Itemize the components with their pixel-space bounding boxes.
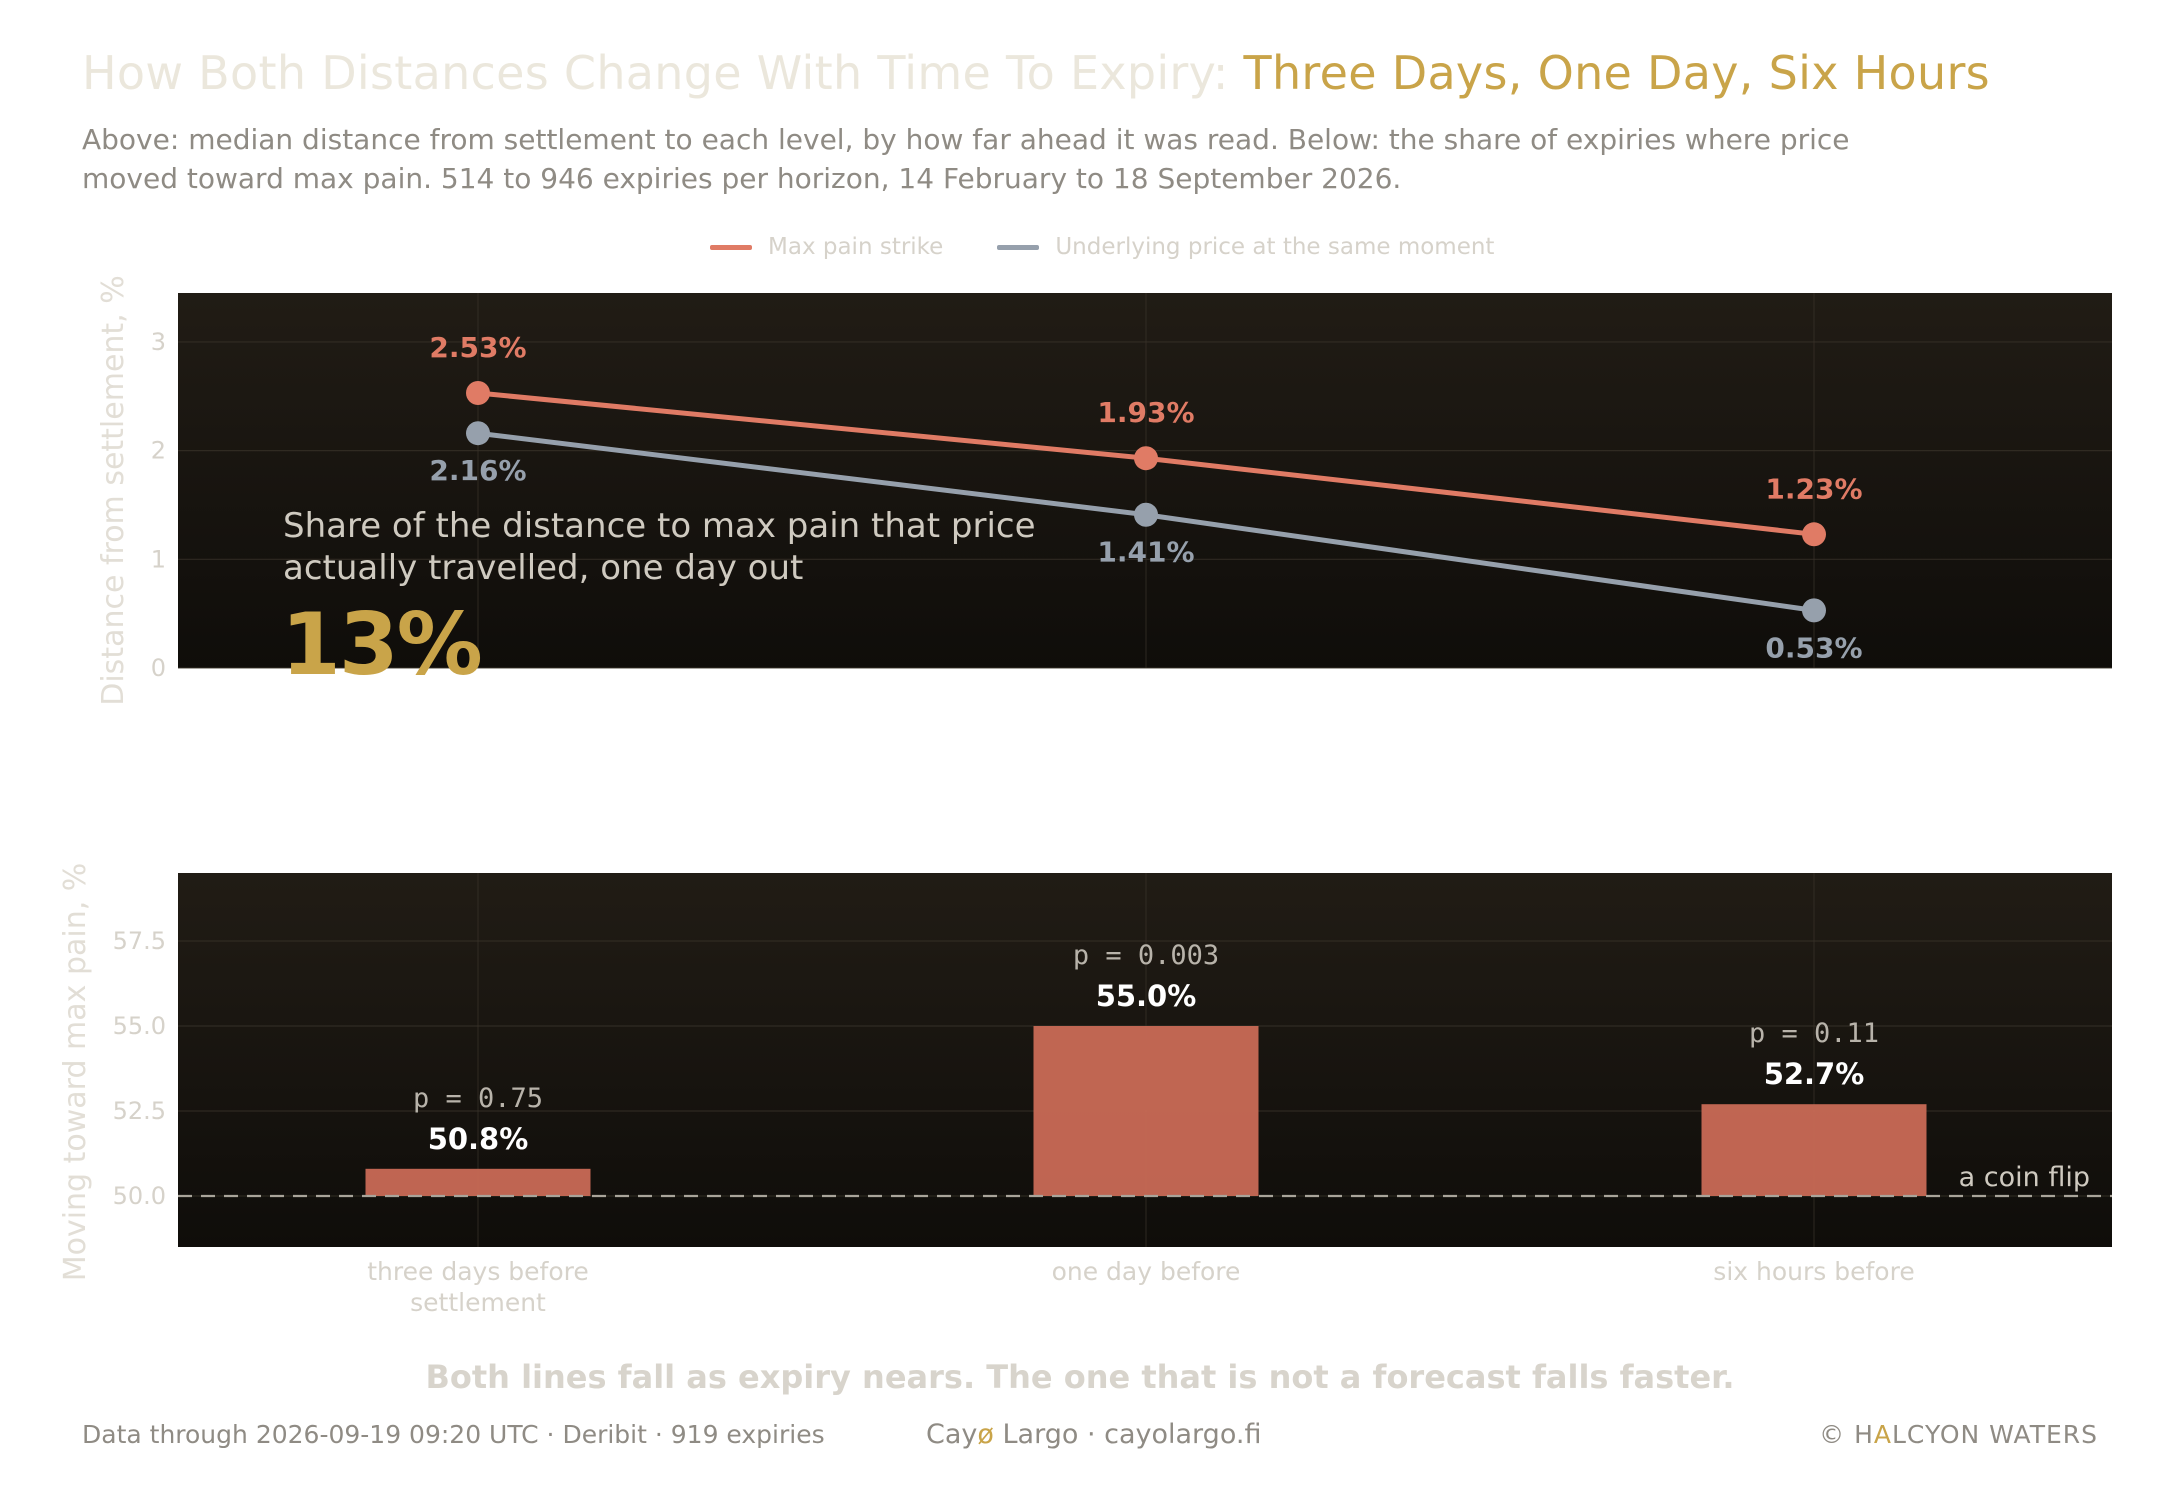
- data-label-max-pain: 1.23%: [1765, 472, 1862, 505]
- legend-item-underlying: Underlying price at the same moment: [997, 234, 1494, 260]
- data-point-max-pain: [1134, 446, 1158, 471]
- legend-item-max-pain: Max pain strike: [710, 234, 943, 260]
- takeaway: Both lines fall as expiry nears. The one…: [425, 1358, 1735, 1396]
- x-tick-label: settlement: [410, 1288, 546, 1317]
- legend-swatch-max-pain: [710, 244, 752, 250]
- callout-text: Share of the distance to max pain that p…: [283, 506, 1036, 588]
- data-label-underlying: 2.16%: [429, 454, 526, 487]
- x-tick-label: six hours before: [1713, 1257, 1914, 1286]
- footer-source: Data through 2026-09-19 09:20 UTC · Deri…: [82, 1420, 825, 1449]
- legend-swatch-underlying: [997, 244, 1040, 250]
- x-tick-label: three days before: [367, 1257, 589, 1286]
- x-tick-label: one day before: [1052, 1257, 1241, 1286]
- footer-copyright-b: A: [1873, 1420, 1892, 1449]
- data-point-underlying: [1802, 598, 1826, 623]
- footer-copyright-c: LCYON WATERS: [1892, 1420, 2098, 1449]
- legend: Max pain strike Underlying price at the …: [710, 230, 1548, 264]
- top-y-tick-label: 2: [151, 437, 166, 465]
- bottom-y-tick-label: 57.5: [113, 927, 166, 955]
- footer-brand-o: ø: [977, 1419, 994, 1450]
- bar-value-label: 55.0%: [1096, 979, 1197, 1013]
- data-point-underlying: [1134, 502, 1158, 527]
- bottom-y-axis-label: Moving toward max pain, %: [58, 863, 93, 1282]
- top-y-tick-label: 3: [151, 328, 166, 356]
- chart-subtitle: Above: median distance from settlement t…: [82, 123, 1850, 195]
- footer-copyright-a: © H: [1819, 1420, 1874, 1449]
- title-highlight: Three Days, One Day, Six Hours: [1243, 46, 1990, 100]
- bar-value-label: 50.8%: [428, 1122, 529, 1156]
- footer-brand-b: Largo · cayolargo.fi: [993, 1419, 1262, 1450]
- bar-p-value-label: p = 0.75: [413, 1083, 543, 1114]
- top-y-axis-label: Distance from settlement, %: [96, 275, 131, 706]
- footer-brand: Cayø Largo · cayolargo.fi: [926, 1419, 1261, 1450]
- bottom-y-tick-label: 50.0: [113, 1182, 166, 1210]
- top-y-tick-label: 1: [151, 545, 166, 573]
- bar: [1701, 1104, 1927, 1196]
- data-label-underlying: 0.53%: [1765, 631, 1862, 664]
- data-point-max-pain: [1802, 522, 1826, 547]
- footer-copyright: © HALCYON WATERS: [1819, 1420, 2098, 1449]
- bar: [1033, 1026, 1259, 1196]
- title-lead: How Both Distances Change With Time To E…: [82, 46, 1244, 100]
- top-y-tick-label: 0: [151, 654, 166, 682]
- bar-p-value-label: p = 0.003: [1073, 940, 1219, 971]
- bottom-y-tick-label: 55.0: [113, 1012, 166, 1040]
- legend-label-underlying: Underlying price at the same moment: [1055, 234, 1495, 260]
- callout-value: 13%: [281, 595, 483, 695]
- data-label-max-pain: 1.93%: [1097, 396, 1194, 429]
- top-panel: 0 1 2 3 Distance from settlement, % 2.53% 1.93…: [96, 275, 2112, 706]
- bar-p-value-label: p = 0.11: [1749, 1018, 1879, 1049]
- chart-title: How Both Distances Change With Time To E…: [82, 46, 1990, 100]
- reference-line-label: a coin flip: [1959, 1162, 2090, 1193]
- legend-label-max-pain: Max pain strike: [768, 234, 944, 260]
- bar-value-label: 52.7%: [1764, 1057, 1865, 1091]
- data-point-max-pain: [466, 381, 490, 405]
- bottom-panel: 50.0 52.5 55.0 57.5 Moving toward max pain, …: [58, 863, 2112, 1282]
- footer-brand-a: Cay: [926, 1419, 978, 1450]
- bar: [365, 1168, 591, 1196]
- data-point-underlying: [466, 421, 490, 446]
- bottom-y-tick-label: 52.5: [113, 1097, 166, 1125]
- data-label-underlying: 1.41%: [1097, 536, 1194, 569]
- data-label-max-pain: 2.53%: [429, 331, 526, 364]
